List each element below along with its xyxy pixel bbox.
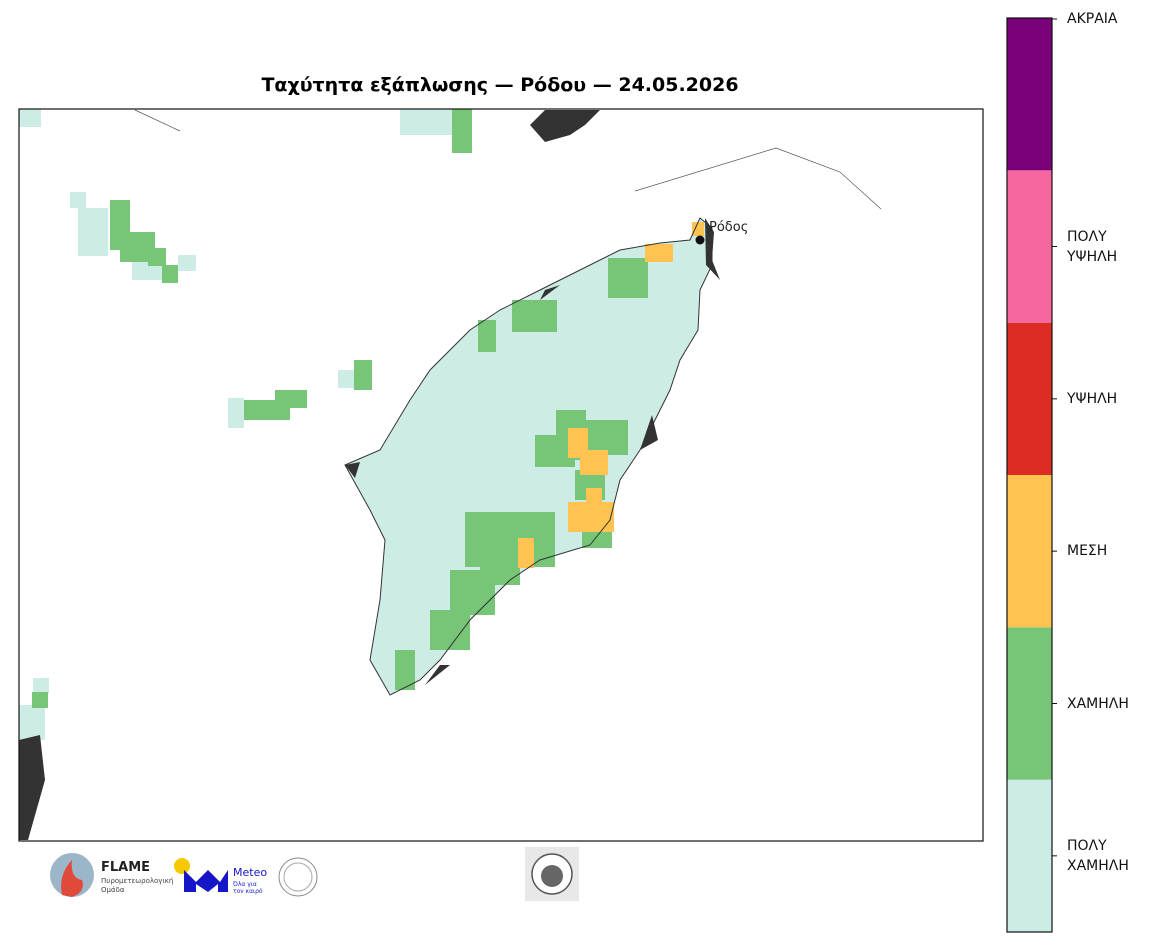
city-label: Ρόδος bbox=[709, 220, 748, 235]
colorbar-frame bbox=[1006, 17, 1053, 933]
coastline bbox=[344, 217, 713, 696]
city-marker bbox=[695, 235, 705, 245]
boundary bbox=[134, 109, 181, 132]
map-title: Ταχύτητα εξάπλωσης — Ρόδου — 24.05.2026 bbox=[261, 74, 738, 96]
pixels-low bbox=[19, 109, 648, 830]
colorbar-label: ΥΨΗΛΗ bbox=[1067, 390, 1118, 407]
pixels-medium bbox=[518, 222, 704, 568]
colorbar-segment bbox=[1007, 322, 1052, 475]
colorbar-label: ΠΟΛΥ ΥΨΗΛΗ bbox=[1067, 228, 1118, 265]
meteo-logo bbox=[184, 870, 228, 892]
colorbar-segment bbox=[1007, 627, 1052, 780]
colorbar-segment bbox=[1007, 18, 1052, 171]
boundary bbox=[634, 147, 882, 210]
logos: FLAME Πυρομετεωρολογική Ομάδα Meteo Όλα … bbox=[50, 847, 579, 901]
colorbar-label: ΑΚΡΑΙΑ bbox=[1067, 11, 1118, 27]
seal-logo-inner bbox=[283, 862, 313, 892]
colorbar bbox=[1006, 17, 1057, 933]
colorbar-segment bbox=[1007, 475, 1052, 628]
seal-logo bbox=[278, 857, 318, 897]
map-frame bbox=[18, 108, 984, 842]
flame-tagline: Ομάδα bbox=[101, 886, 125, 894]
meteo-tagline: Όλα για bbox=[232, 881, 257, 888]
map-area: Ρόδος bbox=[18, 108, 984, 842]
colorbar-label: ΠΟΛΥ ΧΑΜΗΛΗ bbox=[1067, 837, 1129, 874]
colorbar-label: ΧΑΜΗΛΗ bbox=[1067, 695, 1129, 712]
flame-tagline: Πυρομετεωρολογική bbox=[101, 877, 173, 885]
flame-name: FLAME bbox=[101, 860, 150, 875]
colorbar-label: ΜΕΣΗ bbox=[1067, 543, 1108, 560]
colorbar-segment bbox=[1007, 170, 1052, 323]
meteo-name: Meteo bbox=[233, 866, 267, 879]
meteo-tagline: τον καιρό bbox=[233, 888, 263, 895]
landmass bbox=[530, 110, 600, 142]
meteo-sun bbox=[174, 858, 190, 874]
pixels-very-low bbox=[19, 109, 712, 740]
flame-logo-fire bbox=[61, 860, 83, 897]
municipality-logo-head bbox=[541, 865, 563, 887]
colorbar-segment bbox=[1007, 779, 1052, 932]
